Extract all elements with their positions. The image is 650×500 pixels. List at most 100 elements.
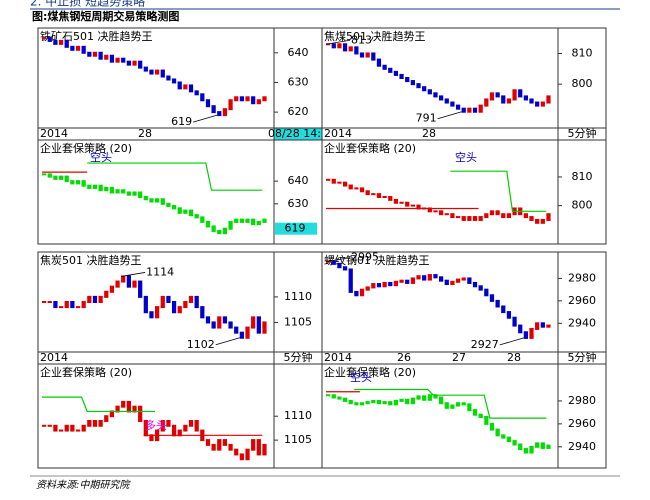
- price-bar: [484, 288, 489, 297]
- price-bar: [450, 280, 455, 286]
- price-bar: [444, 213, 449, 216]
- price-bar: [138, 405, 143, 422]
- price-bar: [222, 316, 228, 324]
- price-bar: [104, 290, 109, 298]
- price-bar: [540, 322, 545, 328]
- price-bar: [399, 279, 404, 283]
- y-tick-label: 1110: [284, 290, 312, 303]
- price-bar: [399, 73, 404, 79]
- price-bar: [376, 283, 382, 288]
- price-bar: [439, 276, 444, 282]
- price-bar: [376, 58, 382, 67]
- price-bar: [58, 429, 64, 432]
- price-bar: [501, 434, 506, 439]
- price-bar: [143, 295, 148, 314]
- date-label: 28: [138, 127, 152, 140]
- price-bar: [546, 213, 551, 221]
- price-bar: [439, 95, 444, 101]
- price-bar: [160, 69, 165, 78]
- y-tick-label: 2940: [568, 316, 596, 329]
- price-bar: [467, 107, 472, 113]
- price-bar: [450, 213, 455, 219]
- price-bar: [262, 218, 267, 223]
- y-tick-label: 2960: [568, 417, 596, 430]
- price-bar: [205, 439, 211, 446]
- price-bar: [433, 210, 438, 213]
- y-tick-label: 2980: [568, 271, 596, 284]
- time-label: 5分钟: [568, 350, 597, 364]
- y-tick-label: 800: [572, 199, 593, 212]
- signal-label: 空头: [455, 150, 477, 164]
- price-bar: [211, 225, 216, 232]
- annotation-leader: [215, 337, 240, 346]
- price-bar: [166, 295, 171, 303]
- price-bar: [422, 275, 427, 281]
- date-label: 28: [422, 127, 436, 140]
- price-bar: [376, 193, 382, 198]
- price-bar: [444, 402, 449, 409]
- price-bar: [188, 420, 194, 427]
- price-bar: [506, 311, 512, 319]
- price-bar: [256, 99, 261, 105]
- price-bar: [171, 424, 177, 437]
- price-bar: [70, 301, 75, 309]
- price-bar: [251, 316, 256, 329]
- chart-title: 螺纹钢01 决胜趋势王: [324, 253, 430, 267]
- price-bar: [126, 60, 131, 66]
- price-bar: [155, 69, 160, 75]
- date-label: 2014: [40, 351, 68, 364]
- price-bar: [422, 395, 427, 401]
- price-bar: [523, 95, 528, 101]
- price-bar: [427, 207, 432, 213]
- price-bar: [166, 420, 171, 427]
- price-bar: [205, 316, 211, 324]
- price-bar: [222, 439, 228, 446]
- price-bar: [194, 90, 199, 96]
- price-bar: [371, 399, 376, 404]
- date-label: 2014: [324, 127, 352, 140]
- price-bar: [501, 95, 506, 104]
- price-bar: [245, 326, 250, 339]
- price-bar: [388, 281, 393, 287]
- price-bar: [535, 101, 540, 107]
- price-bar: [245, 96, 250, 102]
- y-tick-label: 2980: [568, 394, 596, 407]
- price-bar: [331, 43, 336, 49]
- price-bar: [399, 398, 404, 402]
- annotation: 619: [171, 115, 192, 128]
- price-bar: [444, 279, 449, 286]
- price-bar: [540, 101, 545, 107]
- y-tick-label: 630: [288, 197, 309, 210]
- price-bar: [410, 80, 415, 86]
- price-bar: [92, 420, 98, 427]
- price-bar: [455, 402, 461, 407]
- price-bar: [87, 295, 92, 303]
- y-tick-label: 630: [288, 75, 309, 88]
- price-bar: [211, 443, 216, 451]
- price-bar: [331, 260, 336, 265]
- chart-title: 焦炭501 决胜趋势王: [40, 253, 142, 267]
- price-bar: [455, 216, 461, 219]
- price-bar: [416, 275, 421, 280]
- price-bar: [393, 70, 399, 76]
- price-bar: [523, 331, 528, 339]
- price-bar: [160, 295, 165, 309]
- price-bar: [262, 443, 267, 456]
- price-bar: [211, 321, 216, 329]
- price-bar: [200, 216, 205, 223]
- price-bar: [98, 295, 103, 303]
- price-bar: [58, 175, 64, 180]
- price-bar: [326, 178, 331, 181]
- strategy-line: [450, 170, 547, 212]
- price-bar: [160, 198, 165, 205]
- price-bar: [354, 402, 359, 406]
- price-bar: [359, 52, 365, 58]
- price-bar: [239, 331, 244, 339]
- price-bar: [138, 191, 143, 198]
- chart-title: 焦煤501 决胜趋势王: [324, 29, 426, 43]
- price-bar: [239, 453, 244, 461]
- price-bar: [160, 420, 165, 432]
- date-strip: [37, 127, 275, 141]
- price-bar: [376, 399, 382, 405]
- price-bar: [70, 424, 75, 432]
